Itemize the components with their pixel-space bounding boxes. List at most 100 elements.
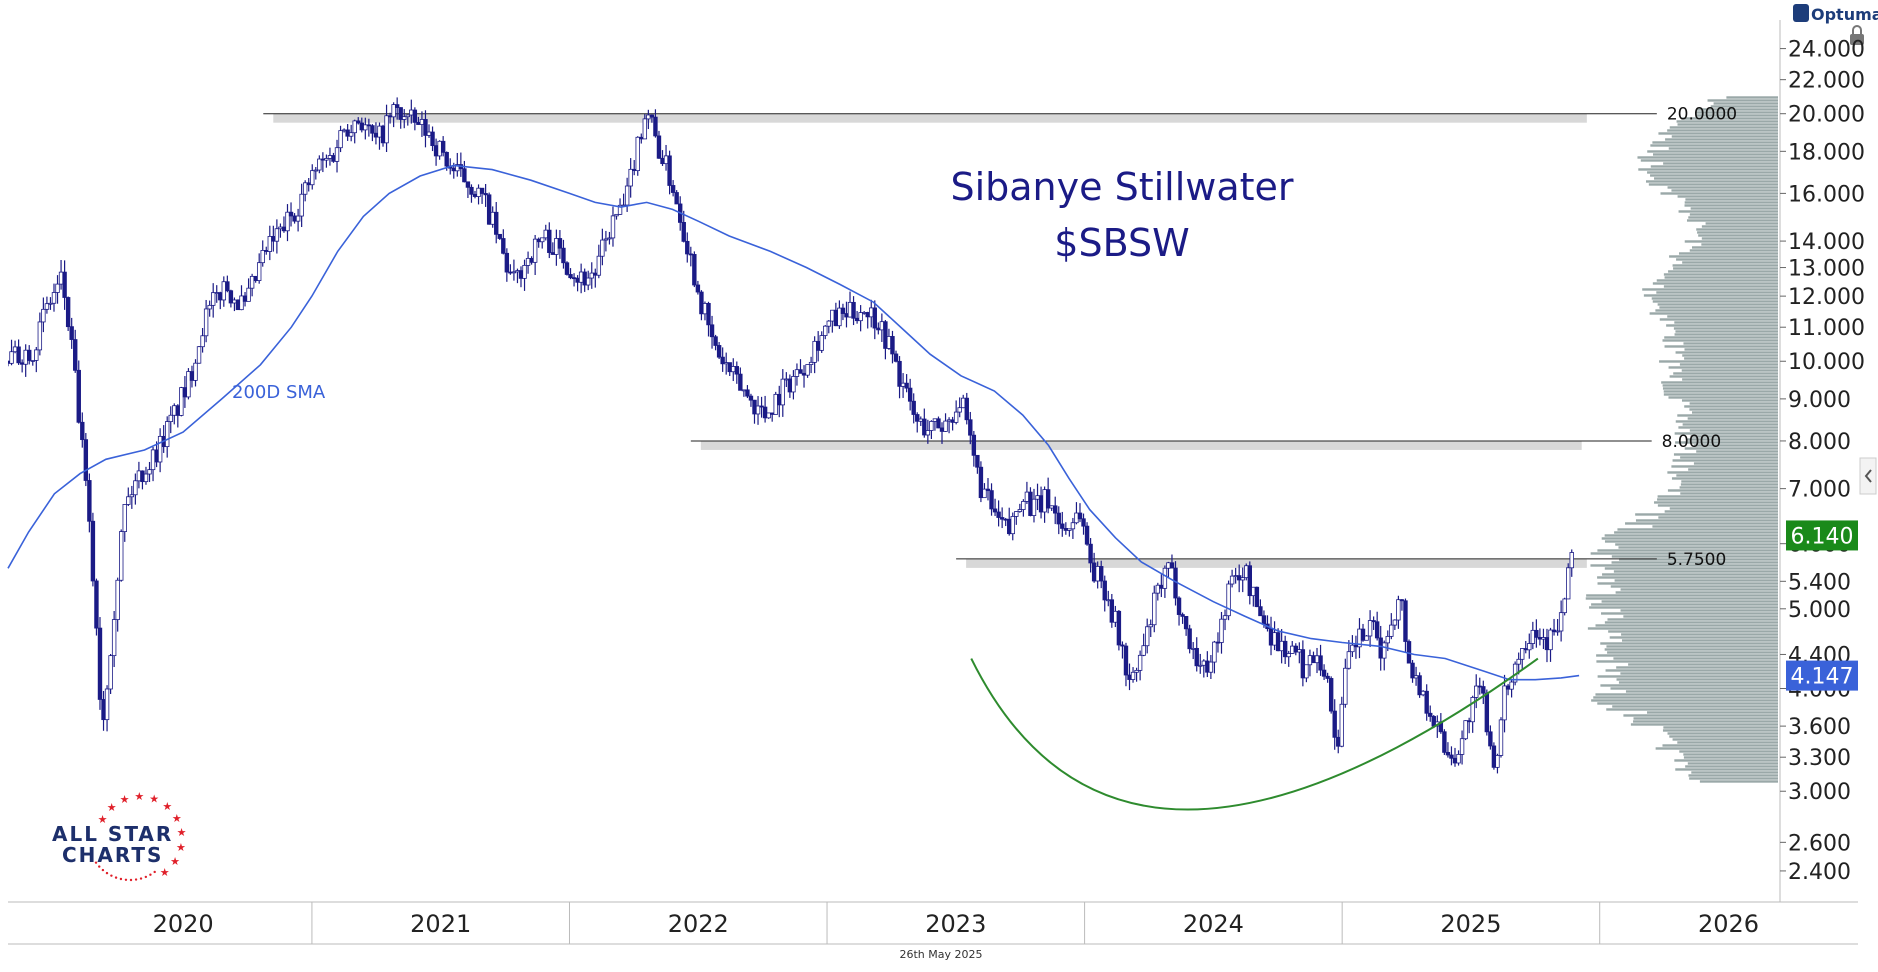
volume-profile-bar [1674,432,1778,435]
candle-body [557,238,563,249]
candle-body [1364,635,1369,641]
candle-body [586,277,591,286]
volume-profile-bar [1587,627,1778,630]
volume-profile-bar [1664,276,1778,279]
rounding-bottom-arc [970,657,1539,811]
volume-profile-bar [1597,549,1778,552]
candle-body [989,490,994,510]
volume-profile-bar [1654,501,1778,504]
candle-body [946,419,952,422]
candle-body [1290,645,1295,654]
candle-body [370,125,375,134]
candle-body [876,327,881,331]
candle-body [94,580,99,629]
candle-body [1382,642,1387,659]
candle-body [1566,567,1571,600]
logo-dot [119,877,123,881]
candle-body [607,237,612,240]
volume-profile-bar [1662,729,1778,732]
candle-body [939,427,945,432]
candle-body [122,504,127,533]
logo-star: ★ [107,801,117,814]
volume-profile-bar [1689,402,1778,405]
volume-profile-bar [1625,522,1778,525]
candle-body [104,688,110,721]
candle-body [575,277,580,283]
candle-body [869,307,874,318]
candle-body [1523,648,1528,651]
volume-profile-bar [1684,204,1778,207]
candle-body [663,155,669,165]
candle-body [338,130,343,149]
logo-star: ★ [98,813,108,826]
volume-profile-bar [1674,321,1778,324]
candle-body [840,307,846,314]
candle-body [667,155,672,186]
candle-body [1558,612,1564,632]
volume-profile-bar [1680,483,1778,486]
candle-body [1396,599,1401,621]
candle-body [69,326,74,340]
optuma-brand: Optuma [1793,4,1878,24]
volume-profile-bar [1635,513,1778,516]
candle-body [115,579,120,620]
volume-profile-bar [1668,366,1778,369]
candle-body [1534,629,1539,638]
candle-body [759,405,764,408]
candle-body [108,655,113,690]
volume-profile-bar [1623,714,1778,717]
volume-profile-bar [1604,540,1778,543]
candle-body [858,312,863,322]
candle-body [402,116,407,120]
candle-body [391,104,396,118]
candle-body [433,145,439,157]
candle-body [1194,647,1199,667]
volume-profile-bar [1701,225,1778,228]
volume-profile-bar [1605,669,1778,672]
candle-body [681,222,686,242]
volume-profile-bar [1689,429,1778,432]
volume-profile-bar [1688,468,1778,471]
candle-body [1417,675,1422,696]
candle-body [80,421,85,441]
candle-body [738,373,743,391]
candle-body [819,335,824,351]
candle-body [727,362,732,373]
chevron-left-icon[interactable] [1859,457,1877,495]
chart-subtitle: $SBSW [1054,221,1189,265]
candle-body [695,284,701,293]
volume-profile-bar [1666,324,1778,327]
candle-body [1413,675,1419,679]
candle-body [451,167,456,172]
candle-body [603,238,609,241]
volume-profile-bar [1657,504,1778,507]
logo-star: ★ [170,855,180,868]
candle-body [1385,635,1390,644]
volume-profile-bar [1675,330,1778,333]
volume-profile-bar [1664,345,1778,348]
candle-body [540,237,545,243]
candle-body [12,346,18,353]
candle-body [610,215,616,239]
candle-body [975,454,980,468]
candle-body [317,158,322,171]
candle-body [596,255,602,276]
y-tick-label: 11.000 [1788,316,1865,341]
candle-body [893,353,899,362]
volume-profile-bar [1657,495,1778,498]
candle-body [1325,675,1330,679]
candle-body [1318,655,1323,671]
lock-icon[interactable] [1850,25,1864,45]
candle-body [699,291,704,315]
volume-profile-bar [1589,606,1778,609]
candle-body [260,250,265,264]
candle-body [518,270,524,279]
candle-body [83,439,89,481]
candle-body [1307,655,1313,666]
candle-body [1226,583,1231,617]
candle-body [186,371,191,398]
candle-body [444,151,449,167]
candle-body [1215,641,1221,644]
candle-body [529,257,534,263]
